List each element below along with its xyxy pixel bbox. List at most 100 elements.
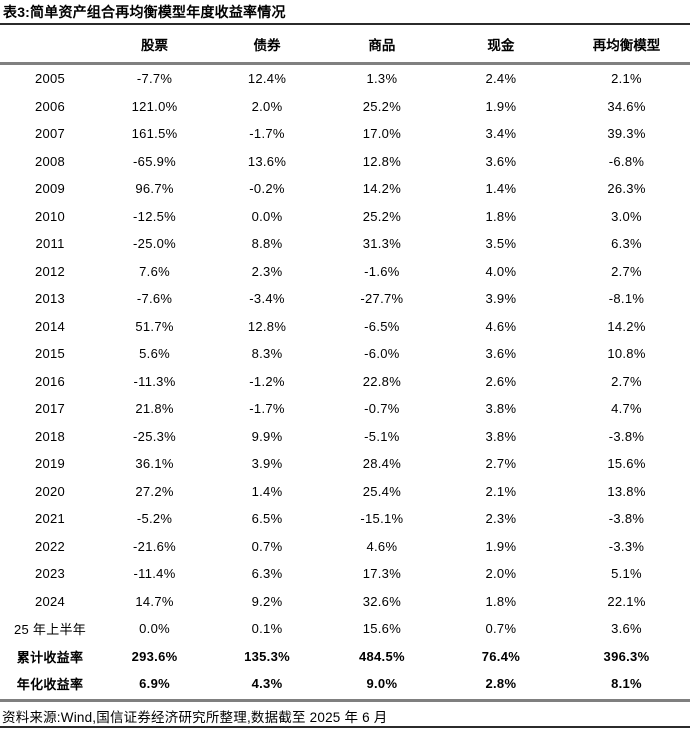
cell-value: 17.0% xyxy=(362,126,402,142)
row-label: 2017 xyxy=(34,401,66,417)
cell-value: 0.0% xyxy=(251,208,283,224)
cell-value: 2.0% xyxy=(485,566,517,582)
table-row: 2010 -12.5% 0.0% 25.2% 1.8% 3.0% xyxy=(0,203,690,231)
table-row: 2006 121.0% 2.0% 25.2% 1.9% 34.6% xyxy=(0,93,690,121)
cell-value: 8.1% xyxy=(611,676,642,692)
row-label: 2009 xyxy=(34,181,66,197)
cell-value: -6.0% xyxy=(364,346,400,362)
cell-value: 14.7% xyxy=(135,593,174,609)
cell-value: -3.3% xyxy=(608,538,645,554)
table-row: 2018 -25.3% 9.9% -5.1% 3.8% -3.8% xyxy=(0,423,690,451)
cell-value: -65.9% xyxy=(133,153,177,169)
table-row: 2015 5.6% 8.3% -6.0% 3.6% 10.8% xyxy=(0,340,690,368)
cell-value: 15.6% xyxy=(607,456,646,472)
cell-value: 5.1% xyxy=(611,566,642,582)
cell-value: 14.2% xyxy=(607,318,646,334)
cell-value: 6.3% xyxy=(611,236,642,252)
table-row: 2019 36.1% 3.9% 28.4% 2.7% 15.6% xyxy=(0,450,690,478)
cell-value: -3.8% xyxy=(608,511,645,527)
cell-value: 3.8% xyxy=(485,401,517,417)
row-label: 2018 xyxy=(34,428,66,444)
cell-value: -7.7% xyxy=(136,71,173,87)
cell-value: 2.0% xyxy=(251,98,283,114)
cell-value: 0.1% xyxy=(251,621,283,637)
row-label: 2024 xyxy=(34,593,66,609)
cell-value: 12.4% xyxy=(247,71,287,87)
row-label: 年化收益率 xyxy=(16,677,84,693)
cell-value: -1.6% xyxy=(364,263,400,279)
col-header-rebalance-model: 再均衡模型 xyxy=(563,25,690,65)
row-label: 2020 xyxy=(34,483,66,499)
col-header-cash: 现金 xyxy=(438,25,563,65)
cell-value: 9.0% xyxy=(366,676,398,692)
cell-value: -21.6% xyxy=(133,538,177,554)
cell-value: -15.1% xyxy=(360,511,404,527)
cell-value: 76.4% xyxy=(481,648,521,664)
cell-value: 26.3% xyxy=(607,181,646,197)
cell-value: 1.8% xyxy=(485,208,517,224)
cell-value: 25.2% xyxy=(362,208,402,224)
cell-value: 396.3% xyxy=(603,648,650,664)
cell-value: -11.3% xyxy=(133,373,176,389)
cell-value: 14.2% xyxy=(362,181,402,197)
cell-value: 9.2% xyxy=(251,593,283,609)
cell-value: -1.7% xyxy=(249,126,285,142)
cell-value: 25.2% xyxy=(362,98,402,114)
row-label: 25 年上半年 xyxy=(13,622,87,638)
row-label: 2021 xyxy=(34,511,66,527)
col-header-commodities: 商品 xyxy=(324,25,439,65)
row-label: 2016 xyxy=(34,373,66,389)
cell-value: -27.7% xyxy=(360,291,404,307)
table-row: 2011 -25.0% 8.8% 31.3% 3.5% 6.3% xyxy=(0,230,690,258)
row-label: 2006 xyxy=(34,98,66,114)
cell-value: 10.8% xyxy=(607,346,646,362)
cell-value: 3.9% xyxy=(251,456,283,472)
table-row: 2024 14.7% 9.2% 32.6% 1.8% 22.1% xyxy=(0,588,690,616)
cell-value: 1.8% xyxy=(485,593,517,609)
table-row: 2008 -65.9% 13.6% 12.8% 3.6% -6.8% xyxy=(0,148,690,176)
cell-value: -6.5% xyxy=(364,318,400,334)
cell-value: 34.6% xyxy=(607,98,646,114)
cell-value: 22.8% xyxy=(362,373,402,389)
table-row: 2021 -5.2% 6.5% -15.1% 2.3% -3.8% xyxy=(0,505,690,533)
cell-value: 3.6% xyxy=(485,346,517,362)
cell-value: 161.5% xyxy=(131,126,178,142)
row-label: 累计收益率 xyxy=(16,649,84,665)
cell-value: -11.4% xyxy=(133,566,176,582)
row-label: 2012 xyxy=(34,263,66,279)
cell-value: 1.4% xyxy=(251,483,283,499)
table-row: 2014 51.7% 12.8% -6.5% 4.6% 14.2% xyxy=(0,313,690,341)
cell-value: 2.3% xyxy=(485,511,517,527)
cell-value: 2.1% xyxy=(611,71,642,87)
cell-value: 3.9% xyxy=(485,291,517,307)
cell-value: 4.3% xyxy=(251,676,283,692)
cell-value: 1.4% xyxy=(485,181,517,197)
col-header-bonds: 债券 xyxy=(209,25,325,65)
row-label: 2005 xyxy=(34,71,66,87)
cell-value: 2.4% xyxy=(485,71,517,87)
row-label: 2013 xyxy=(34,291,66,307)
row-label: 2008 xyxy=(34,153,66,169)
table-row: 2007 161.5% -1.7% 17.0% 3.4% 39.3% xyxy=(0,120,690,148)
cell-value: -12.5% xyxy=(133,208,177,224)
row-label: 2014 xyxy=(34,318,66,334)
cell-value: 1.3% xyxy=(366,71,398,87)
cell-value: -3.4% xyxy=(249,291,285,307)
cell-value: -1.2% xyxy=(249,373,285,389)
cell-value: 3.0% xyxy=(611,208,642,224)
cell-value: 32.6% xyxy=(362,593,402,609)
col-header-stocks: 股票 xyxy=(100,25,210,65)
cell-value: 2.6% xyxy=(485,373,517,389)
cell-value: -25.0% xyxy=(133,236,177,252)
cell-value: 36.1% xyxy=(135,456,174,472)
cell-value: 0.7% xyxy=(251,538,283,554)
cell-value: 3.6% xyxy=(485,153,517,169)
cell-value: 6.9% xyxy=(139,676,170,692)
cell-value: 4.6% xyxy=(485,318,517,334)
row-label: 2022 xyxy=(34,538,66,554)
cell-value: 22.1% xyxy=(607,593,646,609)
cell-value: 293.6% xyxy=(131,648,178,664)
cell-value: 12.8% xyxy=(247,318,287,334)
table-row: 2022 -21.6% 0.7% 4.6% 1.9% -3.3% xyxy=(0,533,690,561)
